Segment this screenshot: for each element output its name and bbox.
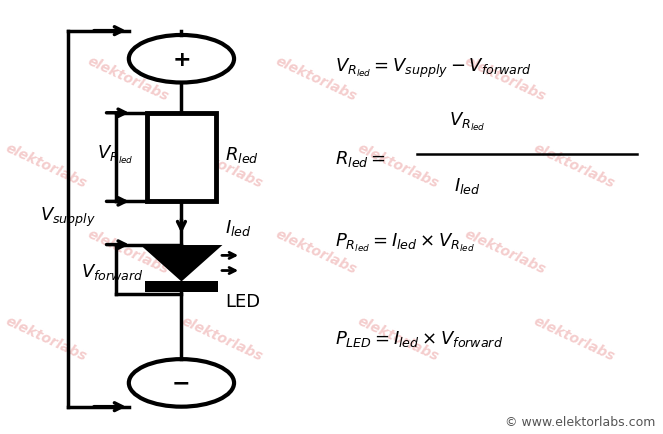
Text: elektorlabs: elektorlabs — [274, 227, 359, 276]
Text: elektorlabs: elektorlabs — [531, 140, 617, 190]
Text: elektorlabs: elektorlabs — [180, 140, 265, 190]
Text: $V_{R_{led}}$: $V_{R_{led}}$ — [97, 144, 133, 165]
Text: elektorlabs: elektorlabs — [274, 54, 359, 104]
Text: $V_{R_{led}} = V_{supply} - V_{forward}$: $V_{R_{led}} = V_{supply} - V_{forward}$ — [335, 57, 532, 80]
Text: $V_{supply}$: $V_{supply}$ — [40, 205, 96, 229]
Text: elektorlabs: elektorlabs — [462, 227, 548, 276]
Text: © www.elektorlabs.com: © www.elektorlabs.com — [505, 415, 655, 428]
Text: elektorlabs: elektorlabs — [4, 313, 90, 363]
Text: +: + — [172, 49, 191, 69]
Text: $V_{forward}$: $V_{forward}$ — [81, 261, 144, 281]
Bar — [145, 282, 218, 293]
Text: $V_{R_{led}}$: $V_{R_{led}}$ — [449, 111, 485, 133]
Bar — [147, 114, 216, 202]
Text: $I_{led}$: $I_{led}$ — [453, 176, 481, 196]
Text: elektorlabs: elektorlabs — [86, 227, 171, 276]
Text: elektorlabs: elektorlabs — [180, 313, 265, 363]
Text: elektorlabs: elektorlabs — [4, 140, 90, 190]
Text: $R_{led}$: $R_{led}$ — [225, 145, 259, 164]
Text: −: − — [172, 373, 191, 393]
Text: elektorlabs: elektorlabs — [355, 313, 441, 363]
Text: $I_{led}$: $I_{led}$ — [225, 218, 252, 238]
Text: elektorlabs: elektorlabs — [462, 54, 548, 104]
Text: elektorlabs: elektorlabs — [355, 140, 441, 190]
Text: elektorlabs: elektorlabs — [531, 313, 617, 363]
Polygon shape — [145, 247, 218, 279]
Text: $P_{R_{led}} = I_{led} \times V_{R_{led}}$: $P_{R_{led}} = I_{led} \times V_{R_{led}… — [335, 232, 475, 254]
Text: elektorlabs: elektorlabs — [86, 54, 171, 104]
Text: $R_{led} =$: $R_{led} =$ — [335, 149, 386, 169]
Text: LED: LED — [225, 292, 261, 310]
Text: $P_{LED} = I_{led} \times V_{forward}$: $P_{LED} = I_{led} \times V_{forward}$ — [335, 328, 503, 348]
